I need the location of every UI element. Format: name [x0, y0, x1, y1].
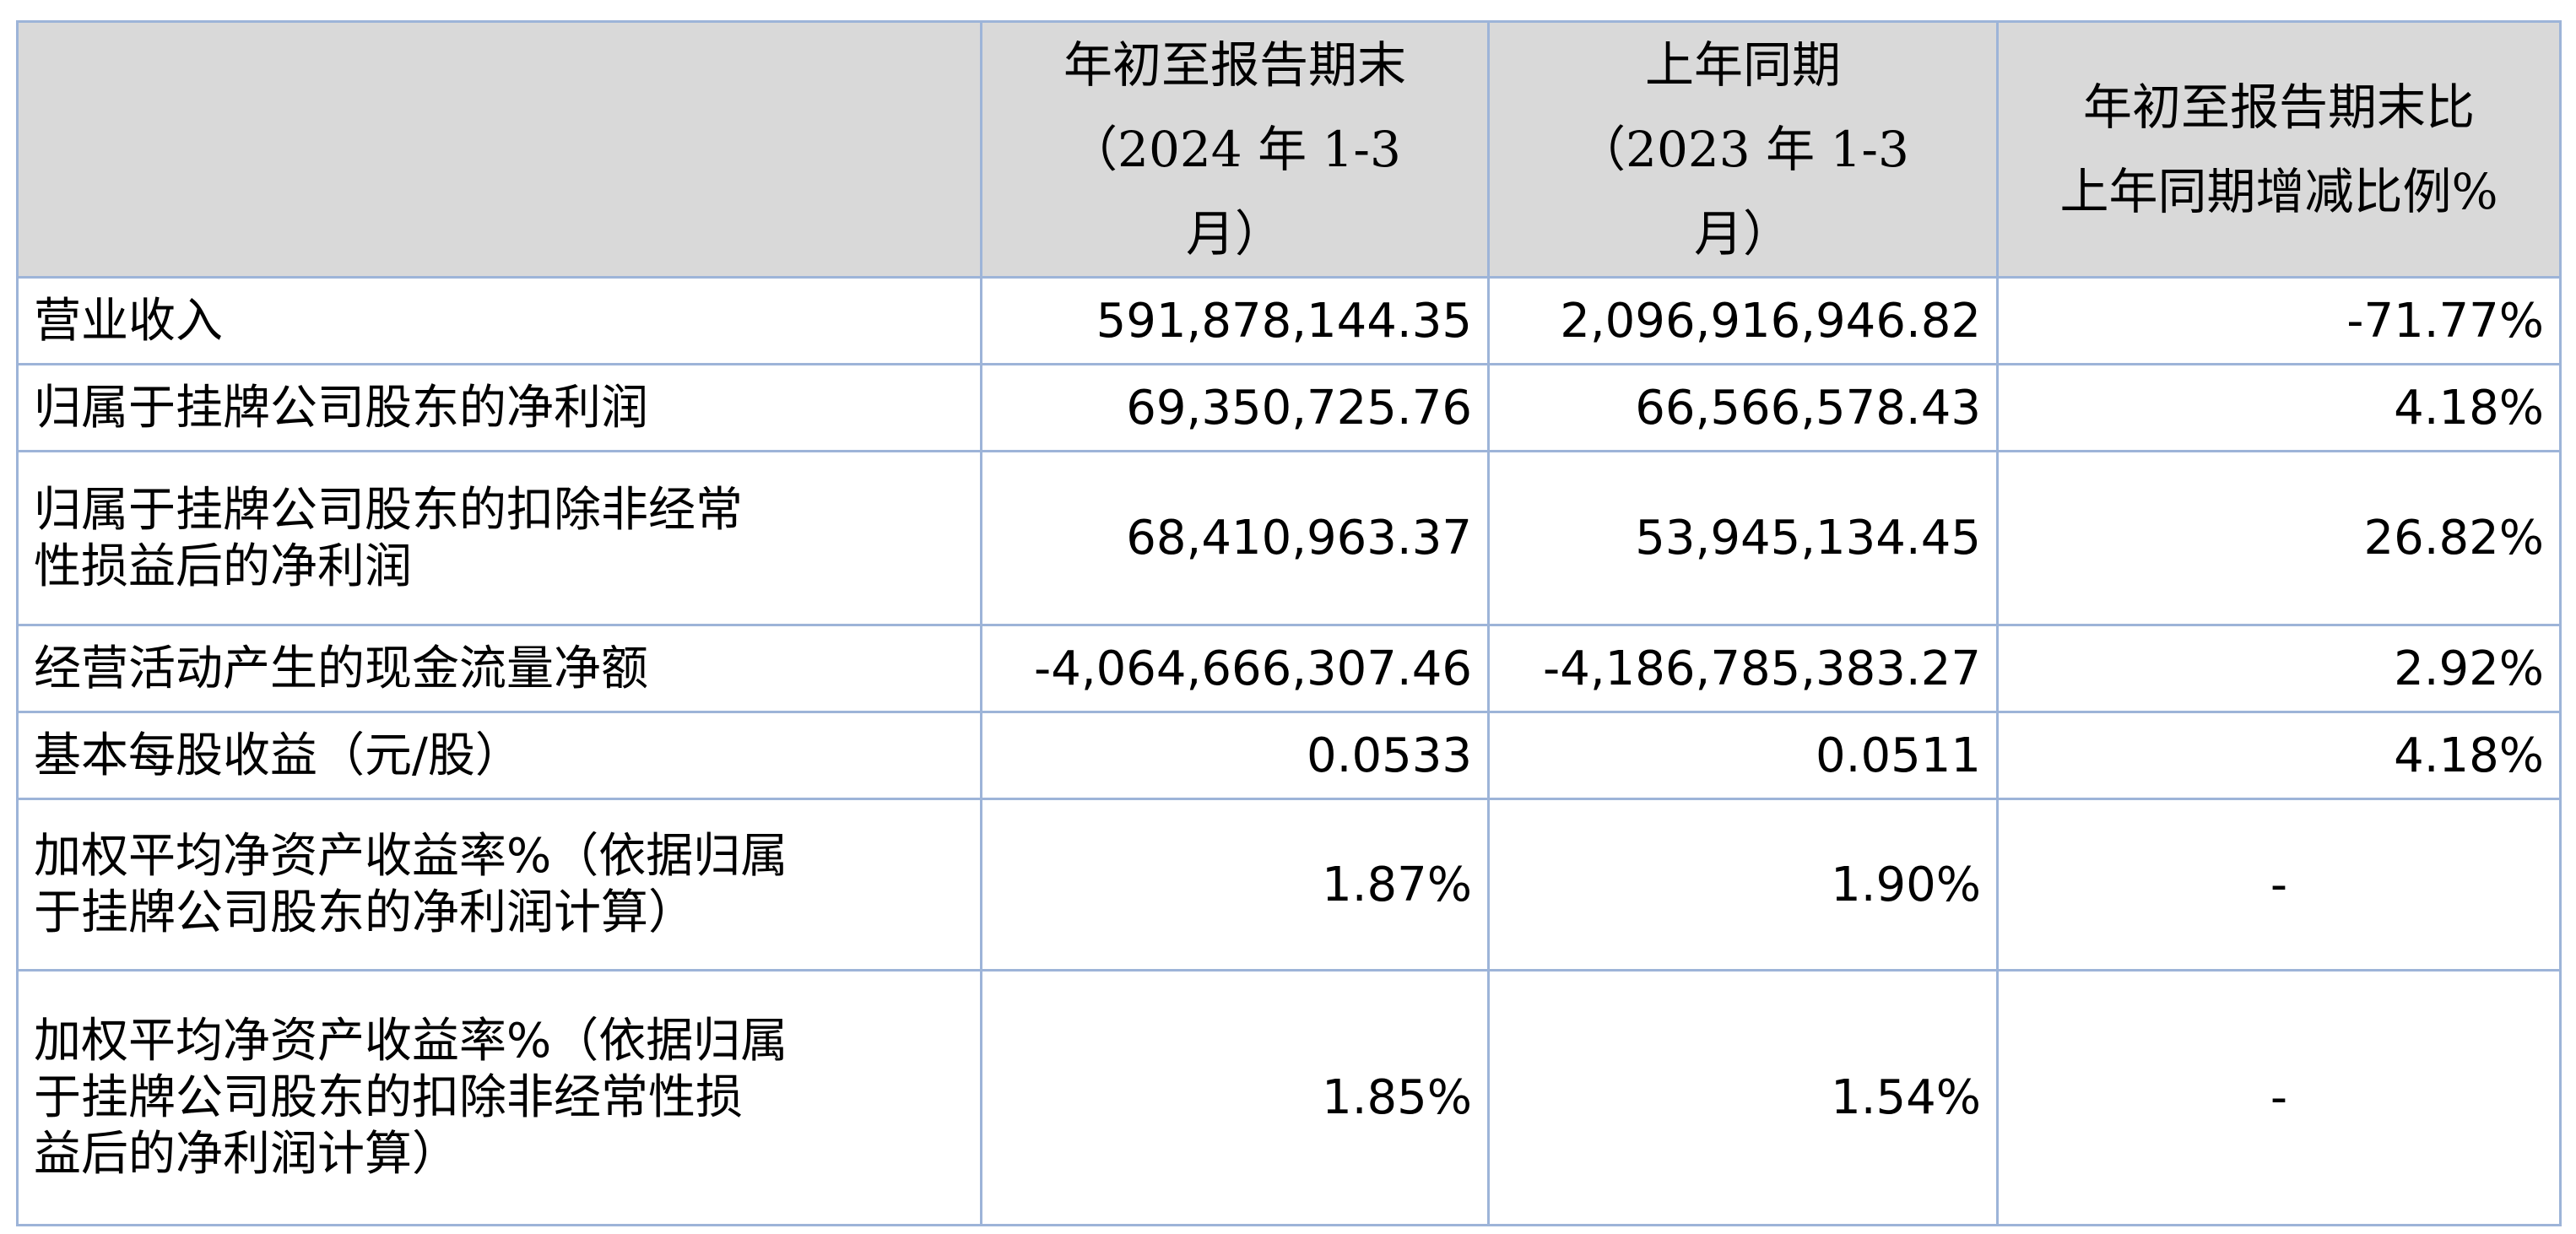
- header-prior-line: 月）: [1693, 205, 1792, 262]
- table-row: 加权平均净资产收益率%（依据归属 于挂牌公司股东的净利润计算） 1.87% 1.…: [16, 798, 2562, 972]
- header-prior-line: 上年同期: [1644, 36, 1841, 94]
- current-period-value: 1.85%: [980, 969, 1490, 1226]
- current-period-value: 69,350,725.76: [980, 363, 1490, 452]
- current-period-value: -4,064,666,307.46: [980, 624, 1490, 713]
- header-current-period: 年初至报告期末 （2024 年 1-3 月）: [980, 20, 1490, 279]
- row-label-line: 于挂牌公司股东的扣除非经常性损: [34, 1070, 743, 1125]
- current-period-value: 1.87%: [980, 798, 1490, 972]
- change-ratio-value: 26.82%: [1996, 450, 2562, 626]
- prior-period-value: 0.0511: [1487, 711, 1999, 800]
- prior-period-value: 2,096,916,946.82: [1487, 276, 1999, 365]
- table-row: 归属于挂牌公司股东的净利润 69,350,725.76 66,566,578.4…: [16, 363, 2562, 452]
- change-ratio-value: -71.77%: [1996, 276, 2562, 365]
- header-prior-period: 上年同期 （2023 年 1-3 月）: [1487, 20, 1999, 279]
- row-label: 归属于挂牌公司股东的净利润: [16, 363, 982, 452]
- header-change-line: 年初至报告期末比: [2082, 78, 2475, 136]
- prior-period-value: -4,186,785,383.27: [1487, 624, 1999, 713]
- header-current-line: 年初至报告期末: [1063, 36, 1406, 94]
- change-ratio-value: 2.92%: [1996, 624, 2562, 713]
- row-label-line: 归属于挂牌公司股东的净利润: [34, 380, 648, 436]
- change-ratio-value: -: [1996, 798, 2562, 972]
- row-label-line: 基本每股收益（元/股）: [34, 728, 522, 783]
- header-blank-cell: [16, 20, 982, 279]
- table-row: 经营活动产生的现金流量净额 -4,064,666,307.46 -4,186,7…: [16, 624, 2562, 713]
- financial-data-table: 年初至报告期末 （2024 年 1-3 月） 上年同期 （2023 年 1-3 …: [16, 20, 2562, 1226]
- row-label-line: 性损益后的净利润: [34, 539, 412, 594]
- header-current-line: 月）: [1185, 205, 1284, 262]
- row-label: 经营活动产生的现金流量净额: [16, 624, 982, 713]
- prior-period-value: 1.90%: [1487, 798, 1999, 972]
- row-label: 加权平均净资产收益率%（依据归属 于挂牌公司股东的扣除非经常性损 益后的净利润计…: [16, 969, 982, 1226]
- row-label-line: 营业收入: [34, 293, 223, 349]
- row-label: 加权平均净资产收益率%（依据归属 于挂牌公司股东的净利润计算）: [16, 798, 982, 972]
- header-change-ratio: 年初至报告期末比 上年同期增减比例%: [1996, 20, 2562, 279]
- row-label-line: 加权平均净资产收益率%（依据归属: [34, 1014, 788, 1069]
- row-label-line: 归属于挂牌公司股东的扣除非经常: [34, 482, 743, 538]
- current-period-value: 591,878,144.35: [980, 276, 1490, 365]
- change-ratio-value: 4.18%: [1996, 711, 2562, 800]
- prior-period-value: 1.54%: [1487, 969, 1999, 1226]
- row-label-line: 经营活动产生的现金流量净额: [34, 641, 648, 696]
- row-label: 基本每股收益（元/股）: [16, 711, 982, 800]
- table-row: 基本每股收益（元/股） 0.0533 0.0511 4.18%: [16, 711, 2562, 800]
- current-period-value: 68,410,963.37: [980, 450, 1490, 626]
- current-period-value: 0.0533: [980, 711, 1490, 800]
- row-label: 归属于挂牌公司股东的扣除非经常 性损益后的净利润: [16, 450, 982, 626]
- table-row: 归属于挂牌公司股东的扣除非经常 性损益后的净利润 68,410,963.37 5…: [16, 450, 2562, 626]
- change-ratio-value: -: [1996, 969, 2562, 1226]
- row-label-line: 加权平均净资产收益率%（依据归属: [34, 829, 788, 884]
- prior-period-value: 53,945,134.45: [1487, 450, 1999, 626]
- table-row: 加权平均净资产收益率%（依据归属 于挂牌公司股东的扣除非经常性损 益后的净利润计…: [16, 969, 2562, 1226]
- change-ratio-value: 4.18%: [1996, 363, 2562, 452]
- row-label-line: 益后的净利润计算）: [34, 1127, 459, 1182]
- table-header-row: 年初至报告期末 （2024 年 1-3 月） 上年同期 （2023 年 1-3 …: [16, 20, 2562, 279]
- row-label: 营业收入: [16, 276, 982, 365]
- header-change-line: 上年同期增减比例%: [2059, 163, 2498, 220]
- header-current-line: （2024 年 1-3: [1069, 121, 1401, 178]
- header-prior-line: （2023 年 1-3: [1577, 121, 1909, 178]
- table-row: 营业收入 591,878,144.35 2,096,916,946.82 -71…: [16, 276, 2562, 365]
- prior-period-value: 66,566,578.43: [1487, 363, 1999, 452]
- row-label-line: 于挂牌公司股东的净利润计算）: [34, 885, 695, 940]
